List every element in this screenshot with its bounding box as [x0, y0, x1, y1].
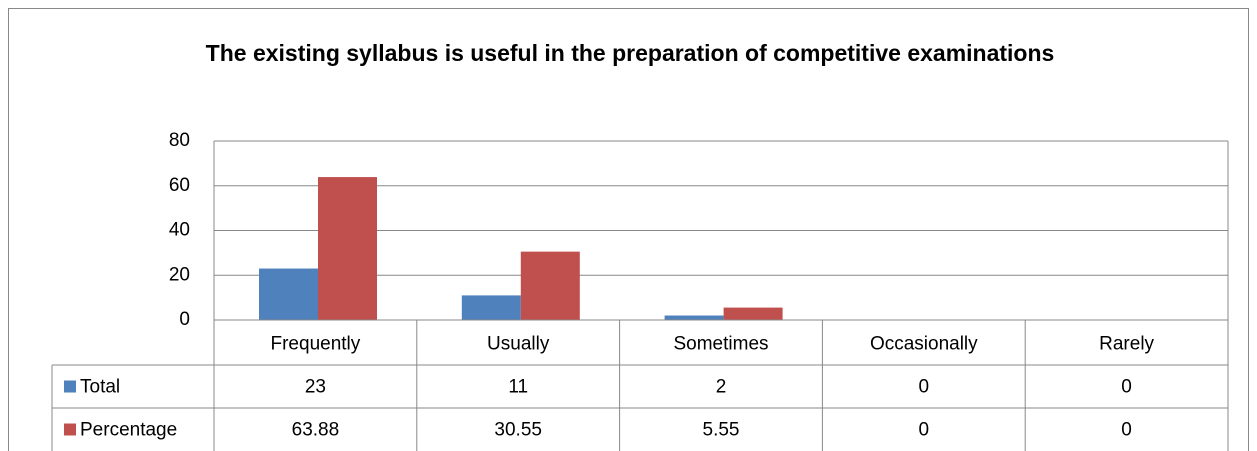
bar: [723, 307, 783, 320]
legend-key: [64, 423, 76, 436]
bar: [664, 315, 724, 320]
table-value: 30.55: [494, 420, 542, 441]
y-tick-label: 60: [169, 175, 190, 196]
y-tick-label: 80: [169, 130, 190, 151]
legend-key: [64, 380, 76, 393]
chart-title: The existing syllabus is useful in the p…: [205, 40, 1055, 66]
table-value: 2: [716, 377, 727, 398]
legend-label: Total: [80, 377, 120, 398]
table-value: 23: [305, 377, 326, 398]
legend-label: Percentage: [80, 420, 177, 441]
bar: [520, 251, 580, 320]
table-value: 0: [919, 420, 930, 441]
x-tick-label: Rarely: [1099, 334, 1154, 355]
table-value: 0: [1121, 377, 1132, 398]
table-value: 11: [508, 377, 528, 398]
y-tick-label: 0: [179, 309, 190, 330]
table-value: 0: [1121, 420, 1132, 441]
chart-border: [8, 8, 1249, 451]
table-value: 63.88: [292, 420, 340, 441]
x-tick-label: Sometimes: [673, 334, 768, 355]
table-value: 0: [919, 377, 930, 398]
bar: [318, 177, 377, 320]
x-tick-label: Occasionally: [870, 334, 978, 355]
x-tick-label: Frequently: [271, 334, 361, 355]
y-tick-label: 40: [169, 220, 190, 241]
x-tick-label: Usually: [487, 334, 550, 355]
y-tick-label: 20: [169, 264, 190, 285]
bar: [461, 295, 521, 320]
table-value: 5.55: [703, 420, 740, 441]
bar: [259, 268, 318, 320]
